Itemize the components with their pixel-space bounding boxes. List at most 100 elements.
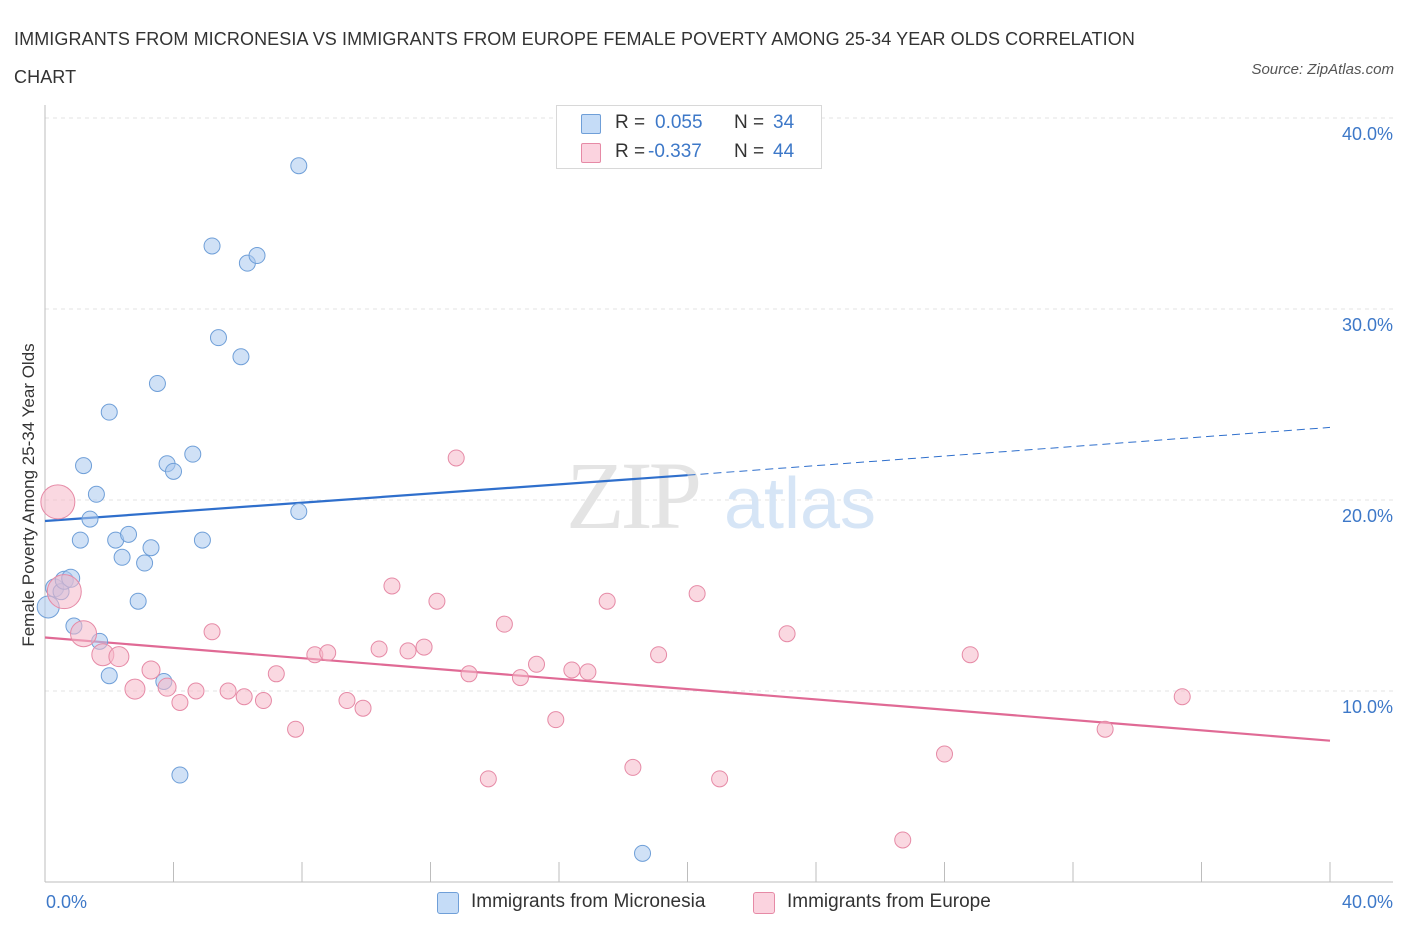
r-value-micronesia: 0.055	[655, 112, 703, 133]
point-micronesia	[193, 531, 211, 549]
point-europe	[219, 682, 237, 700]
point-europe	[460, 665, 478, 683]
point-europe	[624, 758, 642, 776]
point-europe	[598, 592, 616, 610]
point-europe	[354, 699, 372, 717]
point-europe	[511, 669, 529, 687]
legend-swatch-micronesia	[437, 892, 459, 914]
point-micronesia	[165, 462, 182, 480]
point-europe	[187, 682, 205, 700]
point-micronesia	[248, 247, 266, 265]
tick-labels: 10.0% 20.0% 30.0% 40.0% 0.0% 40.0%	[46, 124, 1393, 912]
point-europe	[108, 646, 130, 668]
point-europe	[370, 640, 388, 658]
trend-line-extension-micronesia	[687, 426, 1331, 476]
series-name-europe: Immigrants from Europe	[787, 891, 991, 912]
r-label: R =	[615, 112, 646, 133]
point-europe	[40, 484, 76, 520]
point-europe	[778, 625, 796, 643]
point-europe	[547, 711, 565, 729]
point-micronesia	[142, 539, 160, 557]
point-europe	[563, 661, 581, 679]
point-europe	[428, 592, 446, 610]
bottom-legend-micronesia: Immigrants from Micronesia	[437, 889, 737, 915]
point-micronesia	[136, 554, 154, 572]
point-europe	[1096, 720, 1114, 738]
point-europe	[338, 692, 356, 710]
point-europe	[1173, 688, 1191, 706]
n-label: N =	[734, 141, 765, 162]
point-micronesia	[100, 667, 118, 685]
y-axis-label: Female Poverty Among 25-34 Year Olds	[19, 343, 38, 646]
point-micronesia	[203, 237, 221, 255]
point-europe	[171, 693, 189, 711]
point-europe	[936, 745, 953, 763]
point-europe	[894, 831, 912, 849]
point-micronesia	[71, 531, 89, 549]
watermark-atlas: atlas	[724, 464, 876, 544]
chart-title: IMMIGRANTS FROM MICRONESIA VS IMMIGRANTS…	[14, 29, 1135, 87]
trend-line-europe	[44, 636, 1331, 742]
point-europe	[141, 660, 161, 680]
point-europe	[447, 449, 465, 467]
trend-line-micronesia	[44, 474, 688, 523]
point-europe	[157, 677, 177, 697]
y-tick-label: 10.0%	[1342, 697, 1393, 717]
point-micronesia	[171, 766, 189, 784]
point-micronesia	[290, 502, 308, 520]
point-europe	[479, 770, 497, 788]
trend-lines	[44, 426, 1331, 742]
legend-swatch-europe	[753, 892, 775, 914]
point-europe	[254, 692, 272, 710]
point-europe	[319, 644, 337, 662]
point-micronesia	[634, 844, 652, 862]
point-europe	[287, 720, 305, 738]
point-micronesia	[100, 403, 118, 421]
point-europe	[688, 585, 706, 603]
point-micronesia	[113, 548, 131, 566]
x-tick-label: 40.0%	[1342, 892, 1393, 912]
stats-legend: R = 0.055 N = 34 R = -0.337 N = 44	[556, 105, 822, 169]
n-value-micronesia: 34	[773, 112, 795, 133]
point-europe	[650, 646, 668, 664]
y-tick-label: 20.0%	[1342, 506, 1393, 526]
r-value-europe: -0.337	[648, 141, 702, 162]
watermark: ZIP atlas	[566, 442, 876, 549]
point-europe	[495, 615, 513, 633]
point-micronesia	[290, 157, 308, 175]
bottom-legend-europe: Immigrants from Europe	[753, 889, 1013, 915]
point-micronesia	[81, 510, 99, 528]
point-europe	[70, 620, 98, 648]
point-micronesia	[120, 525, 138, 543]
n-label: N =	[734, 112, 765, 133]
legend-swatch-micronesia	[581, 114, 601, 134]
x-tick-label: 0.0%	[46, 892, 87, 912]
point-micronesia	[184, 445, 202, 463]
source-credit: Source: ZipAtlas.com	[1251, 61, 1394, 78]
y-tick-label: 30.0%	[1342, 315, 1393, 335]
point-europe	[579, 663, 597, 681]
point-europe	[528, 655, 546, 673]
point-europe	[399, 642, 417, 660]
point-micronesia	[75, 457, 93, 475]
data-points	[36, 157, 1191, 862]
point-micronesia	[209, 329, 227, 347]
watermark-zip: ZIP	[566, 442, 699, 549]
r-label: R =	[615, 141, 646, 162]
series-name-micronesia: Immigrants from Micronesia	[471, 891, 706, 912]
point-micronesia	[87, 485, 105, 503]
legend-swatch-europe	[581, 143, 601, 163]
y-tick-label: 40.0%	[1342, 124, 1393, 144]
point-europe	[267, 665, 285, 683]
point-europe	[383, 577, 401, 595]
n-value-europe: 44	[773, 141, 795, 162]
point-micronesia	[232, 348, 250, 366]
point-europe	[711, 770, 729, 788]
axes	[44, 105, 1393, 883]
point-europe	[235, 688, 253, 706]
point-europe	[46, 574, 82, 610]
point-europe	[415, 638, 433, 656]
gridlines	[45, 117, 1393, 692]
point-europe	[961, 646, 979, 664]
